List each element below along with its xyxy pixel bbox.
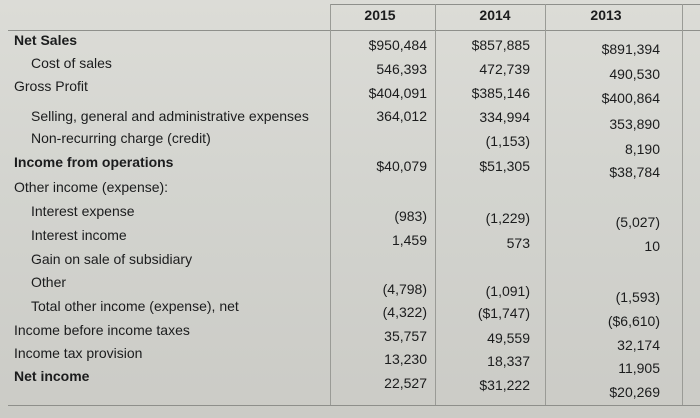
value-2013: 490,530 [609,66,660,82]
value-2015: $40,079 [376,158,427,174]
value-2014: 573 [506,235,530,251]
column-divider [682,4,683,405]
value-2013: $38,784 [609,164,660,180]
table-bottom-rule [8,405,700,406]
value-2015: 35,757 [384,328,427,344]
value-2014: $51,305 [479,158,530,174]
row-label-income-before-taxes: Income before income taxes [14,322,190,338]
year-header-2014: 2014 [479,7,511,23]
row-label-net-sales: Net Sales [14,32,78,48]
value-2015: 364,012 [376,108,427,124]
value-2014: (1,091) [485,283,530,299]
column-divider [435,4,436,405]
row-label-cost-of-sales: Cost of sales [31,55,112,71]
row-label-total-other: Total other income (expense), net [31,298,239,314]
column-divider [545,4,546,405]
value-2014: $31,222 [479,377,530,393]
header-bottom-rule [8,30,700,31]
value-2014: (1,153) [485,133,530,149]
value-2014: 472,739 [479,61,530,77]
header-top-rule [330,4,700,5]
value-2014: 334,994 [479,109,530,125]
row-label-net-income: Net income [14,368,90,384]
row-label-income-from-operations: Income from operations [14,154,174,170]
value-2015: $950,484 [368,37,427,53]
value-2015: 22,527 [384,375,427,391]
value-2013: $400,864 [601,90,660,106]
value-2015: (983) [394,208,427,224]
value-2014: ($1,747) [477,305,530,321]
row-label-gross-profit: Gross Profit [14,78,88,94]
value-2014: (1,229) [485,210,530,226]
value-2013: 8,190 [624,141,660,157]
row-label-interest-income: Interest income [31,227,127,243]
value-2013: $891,394 [601,41,660,57]
value-2015: 1,459 [391,232,427,248]
row-label-gain-on-sale: Gain on sale of subsidiary [31,251,193,267]
value-2014: $385,146 [471,85,530,101]
row-label-income-tax: Income tax provision [14,345,143,361]
value-2014: $857,885 [471,37,530,53]
value-2015: (4,798) [382,281,427,297]
value-2013: $20,269 [609,384,660,400]
value-2014: 18,337 [487,353,530,369]
value-2013: 353,890 [609,116,660,132]
value-2015: $404,091 [368,85,427,101]
value-2015: (4,322) [382,304,427,320]
value-2013: 11,905 [618,360,660,376]
value-2013: (5,027) [615,214,660,230]
column-divider [330,4,331,405]
row-label-other-income: Other income (expense): [14,179,169,195]
row-label-non-recurring: Non-recurring charge (credit) [31,130,211,146]
value-2015: 13,230 [384,351,427,367]
value-2013: 10 [644,238,660,254]
year-header-2013: 2013 [590,7,622,23]
value-2013: 32,174 [617,337,660,353]
row-label-other: Other [31,274,67,290]
value-2015: 546,393 [376,61,427,77]
year-header-2015: 2015 [364,7,396,23]
row-label-sga: Selling, general and administrative expe… [31,108,309,124]
value-2013: (1,593) [615,289,660,305]
value-2014: 49,559 [487,330,530,346]
value-2013: ($6,610) [607,313,660,329]
row-label-interest-expense: Interest expense [31,203,135,219]
